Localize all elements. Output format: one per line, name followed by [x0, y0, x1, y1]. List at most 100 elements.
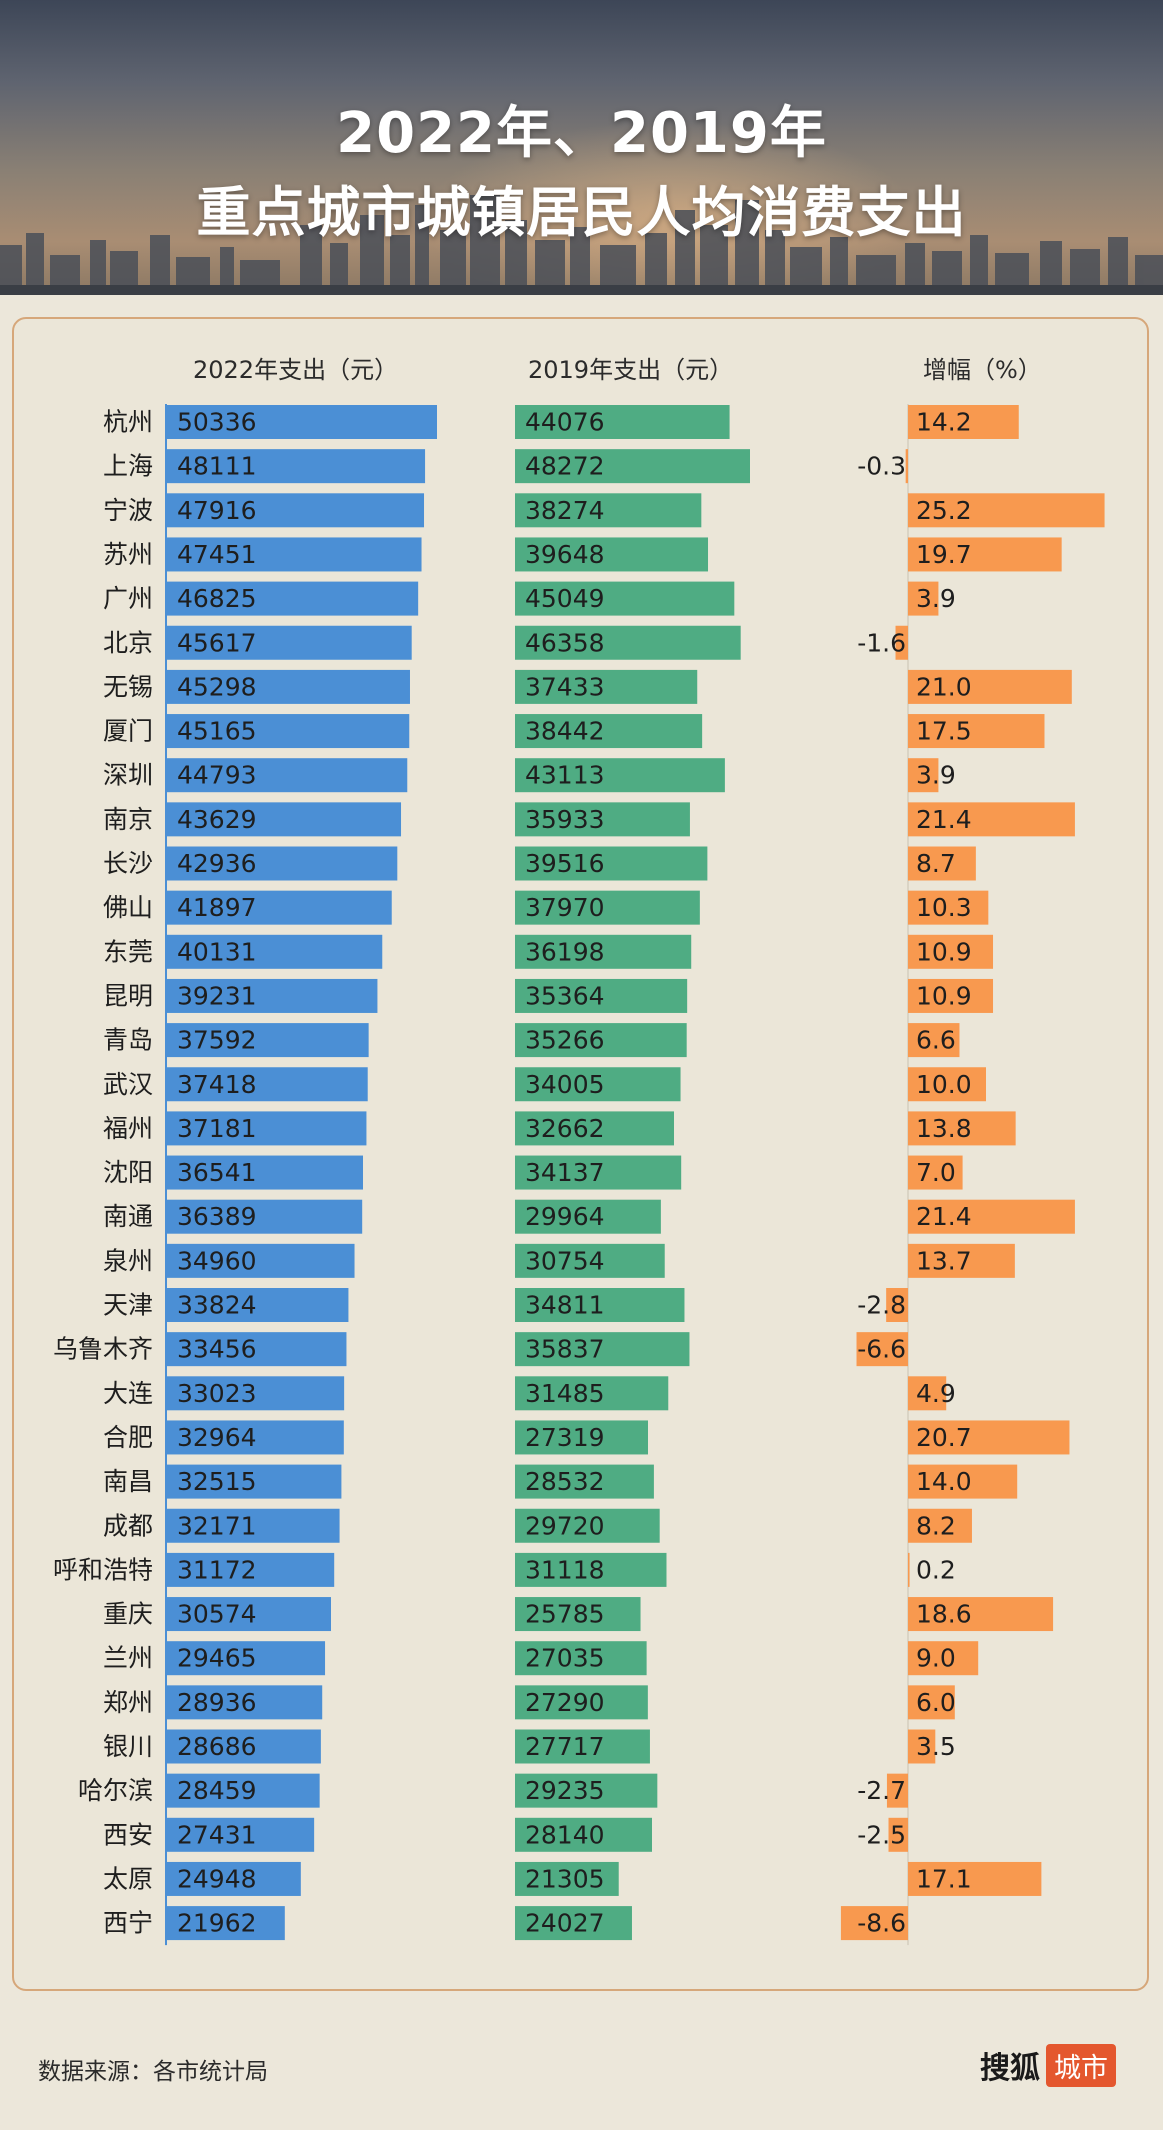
data-label-2019: 43113 — [525, 761, 605, 790]
city-label: 福州 — [103, 1114, 153, 1143]
data-label-growth: 14.2 — [916, 408, 972, 437]
bar-growth — [908, 1067, 986, 1102]
bar-2019 — [515, 714, 703, 749]
data-label-growth: 25.2 — [916, 496, 972, 525]
bar-2022 — [167, 1861, 301, 1896]
city-label: 东莞 — [103, 937, 153, 966]
city-label: 广州 — [103, 584, 153, 613]
bar-2022 — [167, 581, 419, 616]
data-label-growth: 20.7 — [916, 1423, 972, 1452]
city-label: 青岛 — [103, 1026, 153, 1055]
data-label-2019: 36198 — [525, 937, 605, 966]
bar-growth — [840, 1906, 908, 1941]
city-label: 西宁 — [103, 1909, 153, 1938]
bar-2022 — [167, 1243, 355, 1278]
data-label-2019: 21305 — [525, 1864, 605, 1893]
data-label-2022: 42936 — [177, 849, 257, 878]
bar-growth — [908, 1023, 960, 1058]
bar-growth — [908, 1111, 1016, 1146]
city-label: 苏州 — [103, 540, 153, 569]
data-label-growth: -1.6 — [857, 628, 906, 657]
data-label-growth: 3.9 — [916, 584, 956, 613]
bar-growth — [895, 625, 908, 660]
city-label: 南京 — [103, 805, 153, 834]
bar-growth — [908, 890, 989, 925]
bar-growth — [908, 846, 976, 881]
bar-2019 — [515, 1464, 654, 1499]
data-label-2019: 29235 — [525, 1776, 605, 1805]
data-label-2022: 27431 — [177, 1820, 257, 1849]
bar-growth — [905, 449, 908, 484]
data-label-2019: 39648 — [525, 540, 605, 569]
bar-growth — [888, 1817, 908, 1852]
data-label-2019: 34811 — [525, 1291, 605, 1320]
bar-2019 — [515, 1861, 619, 1896]
city-label: 昆明 — [103, 981, 153, 1010]
bar-growth — [908, 714, 1045, 749]
data-label-2022: 24948 — [177, 1864, 257, 1893]
data-label-2022: 41897 — [177, 893, 257, 922]
city-label: 长沙 — [103, 849, 153, 878]
city-label: 乌鲁木齐 — [53, 1335, 153, 1364]
bar-2019 — [515, 978, 688, 1013]
bar-2019 — [515, 625, 741, 660]
city-label: 大连 — [103, 1379, 153, 1408]
data-label-growth: -0.3 — [857, 452, 906, 481]
data-label-growth: -8.6 — [857, 1909, 906, 1938]
bar-2019 — [515, 1552, 667, 1587]
data-label-2022: 48111 — [177, 452, 257, 481]
bar-2019 — [515, 449, 750, 484]
city-label: 郑州 — [103, 1688, 153, 1717]
data-label-2022: 21962 — [177, 1909, 257, 1938]
bar-growth — [908, 1685, 955, 1720]
data-label-2022: 36389 — [177, 1202, 257, 1231]
bar-2022 — [167, 1597, 331, 1632]
bar-growth — [908, 1597, 1054, 1632]
bar-2019 — [515, 1111, 675, 1146]
bar-2019 — [515, 405, 730, 439]
bar-growth — [908, 1243, 1015, 1278]
data-label-2022: 34960 — [177, 1246, 257, 1275]
city-label: 天津 — [103, 1291, 153, 1320]
logo-badge: 城市 — [1046, 2043, 1116, 2087]
data-label-2022: 30574 — [177, 1600, 257, 1629]
bar-growth — [908, 1861, 1042, 1896]
data-label-2019: 34137 — [525, 1158, 605, 1187]
data-label-2022: 45298 — [177, 672, 257, 701]
data-label-growth: 3.5 — [916, 1732, 956, 1761]
chart-title-line1: 2022年、2019年 — [336, 101, 827, 166]
bar-growth — [886, 1288, 908, 1322]
bar-2022 — [167, 1111, 367, 1146]
bar-growth — [908, 1199, 1075, 1234]
data-label-2019: 31485 — [525, 1379, 605, 1408]
data-label-2019: 27717 — [525, 1732, 605, 1761]
data-label-growth: 6.0 — [916, 1688, 956, 1717]
bar-growth — [908, 1729, 936, 1764]
bar-2019 — [515, 1420, 648, 1455]
data-label-2019: 29720 — [525, 1511, 605, 1540]
data-label-2022: 28459 — [177, 1776, 257, 1805]
header-banner: 2022年、2019年 重点城市城镇居民人均消费支出 — [0, 0, 1163, 295]
bar-2022 — [167, 802, 402, 837]
bar-2019 — [515, 1155, 682, 1190]
data-label-growth: 21.4 — [916, 1202, 972, 1231]
bar-2022 — [167, 1641, 326, 1676]
city-label: 呼和浩特 — [53, 1555, 153, 1584]
bar-growth — [886, 1773, 908, 1808]
city-label: 佛山 — [103, 893, 153, 922]
data-label-growth: 10.9 — [916, 981, 972, 1010]
data-label-2022: 37181 — [177, 1114, 257, 1143]
data-label-growth: 0.2 — [916, 1555, 956, 1584]
bar-growth — [908, 934, 994, 969]
bar-2022 — [167, 537, 422, 572]
bar-growth — [908, 1508, 972, 1543]
data-label-growth: -2.8 — [857, 1291, 906, 1320]
data-label-2022: 47916 — [177, 496, 257, 525]
city-label: 杭州 — [103, 408, 153, 437]
bar-2019 — [515, 1332, 690, 1367]
column-header-growth: 增幅（%） — [923, 356, 1042, 384]
data-label-2019: 35837 — [525, 1335, 605, 1364]
data-label-2022: 43629 — [177, 805, 257, 834]
bar-2019 — [515, 1773, 658, 1808]
data-label-growth: 7.0 — [916, 1158, 956, 1187]
